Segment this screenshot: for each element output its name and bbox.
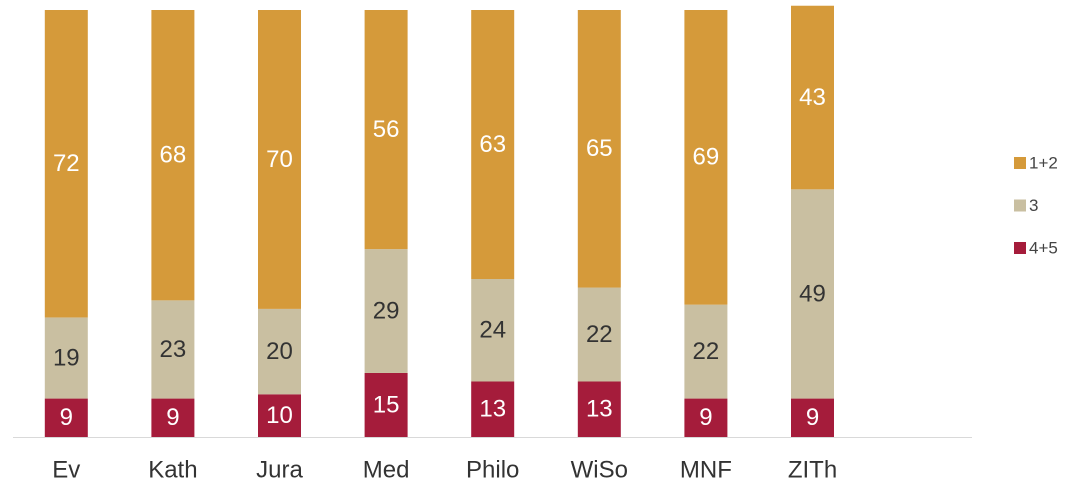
data-label: 43 (799, 84, 826, 111)
bar-segment (577, 10, 621, 288)
bar-segment (151, 10, 195, 301)
bar-segment (791, 398, 834, 437)
bar-segment (258, 394, 301, 437)
legend-swatch (1014, 242, 1026, 254)
bar-segment (471, 10, 515, 280)
bar-segment (258, 10, 301, 309)
x-tick-label: Philo (466, 456, 519, 483)
data-label: 24 (479, 317, 506, 344)
data-label: 13 (479, 396, 506, 423)
bar-segment (44, 317, 88, 399)
bar-segment (44, 10, 88, 318)
data-label: 22 (586, 321, 613, 348)
data-label: 68 (160, 142, 187, 169)
bar-segment (791, 189, 834, 399)
bar-segment (684, 398, 728, 437)
bar-segment (577, 287, 621, 382)
data-label: 15 (373, 391, 400, 418)
bar-segment (471, 279, 515, 382)
bar-segment (151, 300, 195, 399)
x-tick-label: Kath (148, 456, 197, 483)
legend-label: 3 (1029, 196, 1038, 215)
data-label: 9 (166, 404, 179, 431)
data-label: 19 (53, 344, 80, 371)
data-label: 49 (799, 280, 826, 307)
data-label: 29 (373, 297, 400, 324)
x-tick-label: Ev (52, 456, 80, 483)
bar-segment (151, 398, 195, 437)
bar-segment (684, 304, 728, 399)
data-label: 69 (693, 144, 720, 171)
x-tick-label: WiSo (571, 456, 628, 483)
bar-segment (364, 10, 408, 250)
x-tick-label: MNF (680, 456, 732, 483)
bar-segment (684, 10, 728, 305)
x-tick-label: Med (363, 456, 410, 483)
x-tick-label: ZITh (788, 456, 837, 483)
data-label: 13 (586, 396, 613, 423)
bar-segment (364, 372, 408, 437)
bar-segment (44, 398, 88, 437)
data-label: 56 (373, 116, 400, 143)
data-label: 20 (266, 338, 293, 365)
legend-label: 1+2 (1029, 153, 1058, 172)
bar-segment (577, 381, 621, 437)
data-label: 23 (160, 336, 187, 363)
legend-swatch (1014, 199, 1026, 212)
bar-segment (258, 308, 301, 395)
data-label: 9 (699, 404, 712, 431)
data-label: 63 (479, 131, 506, 158)
x-tick-label: Jura (256, 456, 303, 483)
bar-segment (791, 5, 834, 190)
data-label: 9 (806, 404, 819, 431)
legend-swatch (1014, 157, 1026, 169)
data-label: 9 (60, 404, 73, 431)
data-label: 10 (266, 402, 293, 429)
data-label: 65 (586, 135, 613, 162)
data-label: 22 (693, 338, 720, 365)
bar-segment (364, 249, 408, 373)
data-label: 70 (266, 146, 293, 173)
bar-segment (471, 381, 515, 437)
legend-label: 4+5 (1029, 238, 1058, 257)
data-label: 72 (53, 150, 80, 177)
